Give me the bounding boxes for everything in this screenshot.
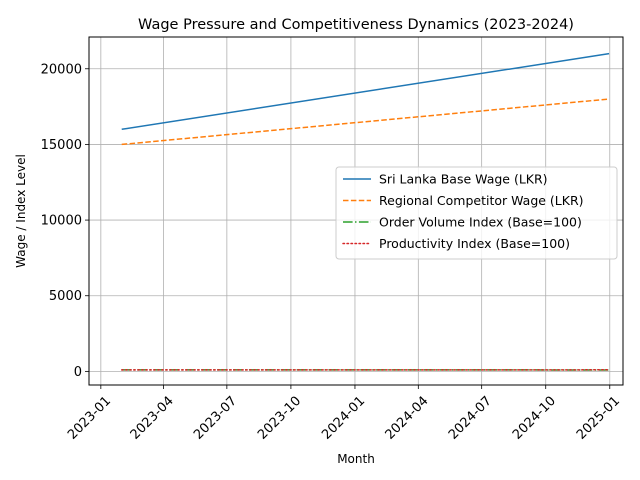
x-tick-label: 2023-01 (65, 394, 114, 443)
y-tick-label: 5000 (49, 289, 82, 304)
x-tick-label: 2024-10 (510, 394, 559, 443)
chart-title: Wage Pressure and Competitiveness Dynami… (138, 17, 574, 33)
x-tick-label: 2025-01 (574, 394, 623, 443)
x-tick-label: 2024-01 (319, 394, 368, 443)
y-axis-label: Wage / Index Level (14, 154, 28, 268)
y-tick-label: 0 (74, 365, 82, 380)
series-line-1 (121, 52, 610, 131)
legend: Sri Lanka Base Wage (LKR) Regional Compet… (335, 166, 618, 260)
plot-frame (88, 36, 624, 386)
legend-box (335, 166, 618, 260)
series-lines (120, 52, 610, 371)
x-axis-label: Month (337, 452, 375, 466)
series-line-2 (121, 98, 610, 146)
y-tick-label: 20000 (41, 62, 82, 77)
legend-entry: Sri Lanka Base Wage (LKR) (379, 172, 548, 187)
legend-entry: Order Volume Index (Base=100) (379, 215, 582, 230)
y-tick-label: 10000 (41, 214, 82, 229)
y-tick-label: 15000 (41, 138, 82, 153)
x-tick-label: 2023-10 (255, 394, 304, 443)
x-tick-label: 2024-04 (383, 394, 432, 443)
legend-entry: Regional Competitor Wage (LKR) (379, 193, 584, 208)
x-tick-label: 2023-07 (191, 394, 240, 443)
x-tick-label: 2023-04 (128, 394, 177, 443)
x-tick-label: 2024-07 (446, 394, 495, 443)
legend-entry: Productivity Index (Base=100) (379, 236, 570, 251)
